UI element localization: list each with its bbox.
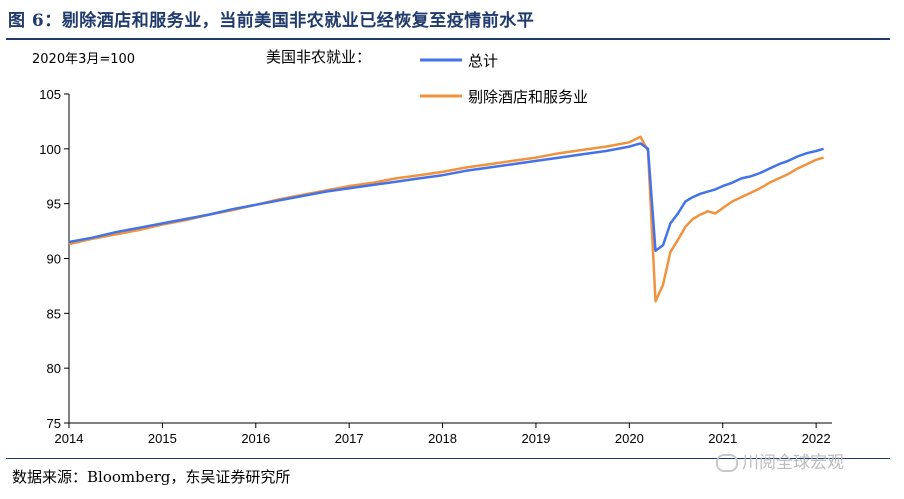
watermark: 川阅全球宏观 xyxy=(716,448,844,473)
x-tick-label: 2021 xyxy=(708,431,737,446)
x-tick-label: 2018 xyxy=(428,431,457,446)
y-tick-label: 75 xyxy=(47,416,61,431)
x-tick-label: 2022 xyxy=(802,431,831,446)
series-line-total xyxy=(68,142,824,253)
y-tick-label: 105 xyxy=(39,87,61,102)
footer-rule xyxy=(6,458,890,459)
y-tick-label: 90 xyxy=(47,252,61,267)
x-tick-label: 2019 xyxy=(521,431,550,446)
chart-axes: 75 80 85 90 95 100 105 2014 2015 2016 2017 2018 2019… xyxy=(39,87,832,446)
title-rule xyxy=(6,38,890,40)
chart-lines xyxy=(68,135,824,303)
source-note: 数据来源：Bloomberg，东吴证券研究所 xyxy=(12,468,291,486)
y-tick-label: 100 xyxy=(39,142,61,157)
y-tick-label: 85 xyxy=(47,306,61,321)
x-tick-label: 2015 xyxy=(148,431,177,446)
unit-label: 2020年3月=100 xyxy=(32,52,136,67)
legend-label-total: 总计 xyxy=(468,52,498,70)
legend-label-ex-hospitality: 剔除酒店和服务业 xyxy=(468,88,588,106)
chart-legend: 美国非农就业： 总计 剔除酒店和服务业 xyxy=(266,48,588,106)
x-tick-label: 2017 xyxy=(335,431,364,446)
legend-title: 美国非农就业： xyxy=(266,48,371,66)
wechat-icon xyxy=(716,454,738,472)
x-tick-label: 2016 xyxy=(241,431,270,446)
y-tick-label: 95 xyxy=(47,197,61,212)
watermark-text: 川阅全球宏观 xyxy=(742,453,844,473)
x-tick-label: 2020 xyxy=(615,431,644,446)
y-tick-label: 80 xyxy=(47,361,61,376)
x-tick-label: 2014 xyxy=(55,431,84,446)
figure-title: 图 6：剔除酒店和服务业，当前美国非农就业已经恢复至疫情前水平 xyxy=(8,11,535,31)
